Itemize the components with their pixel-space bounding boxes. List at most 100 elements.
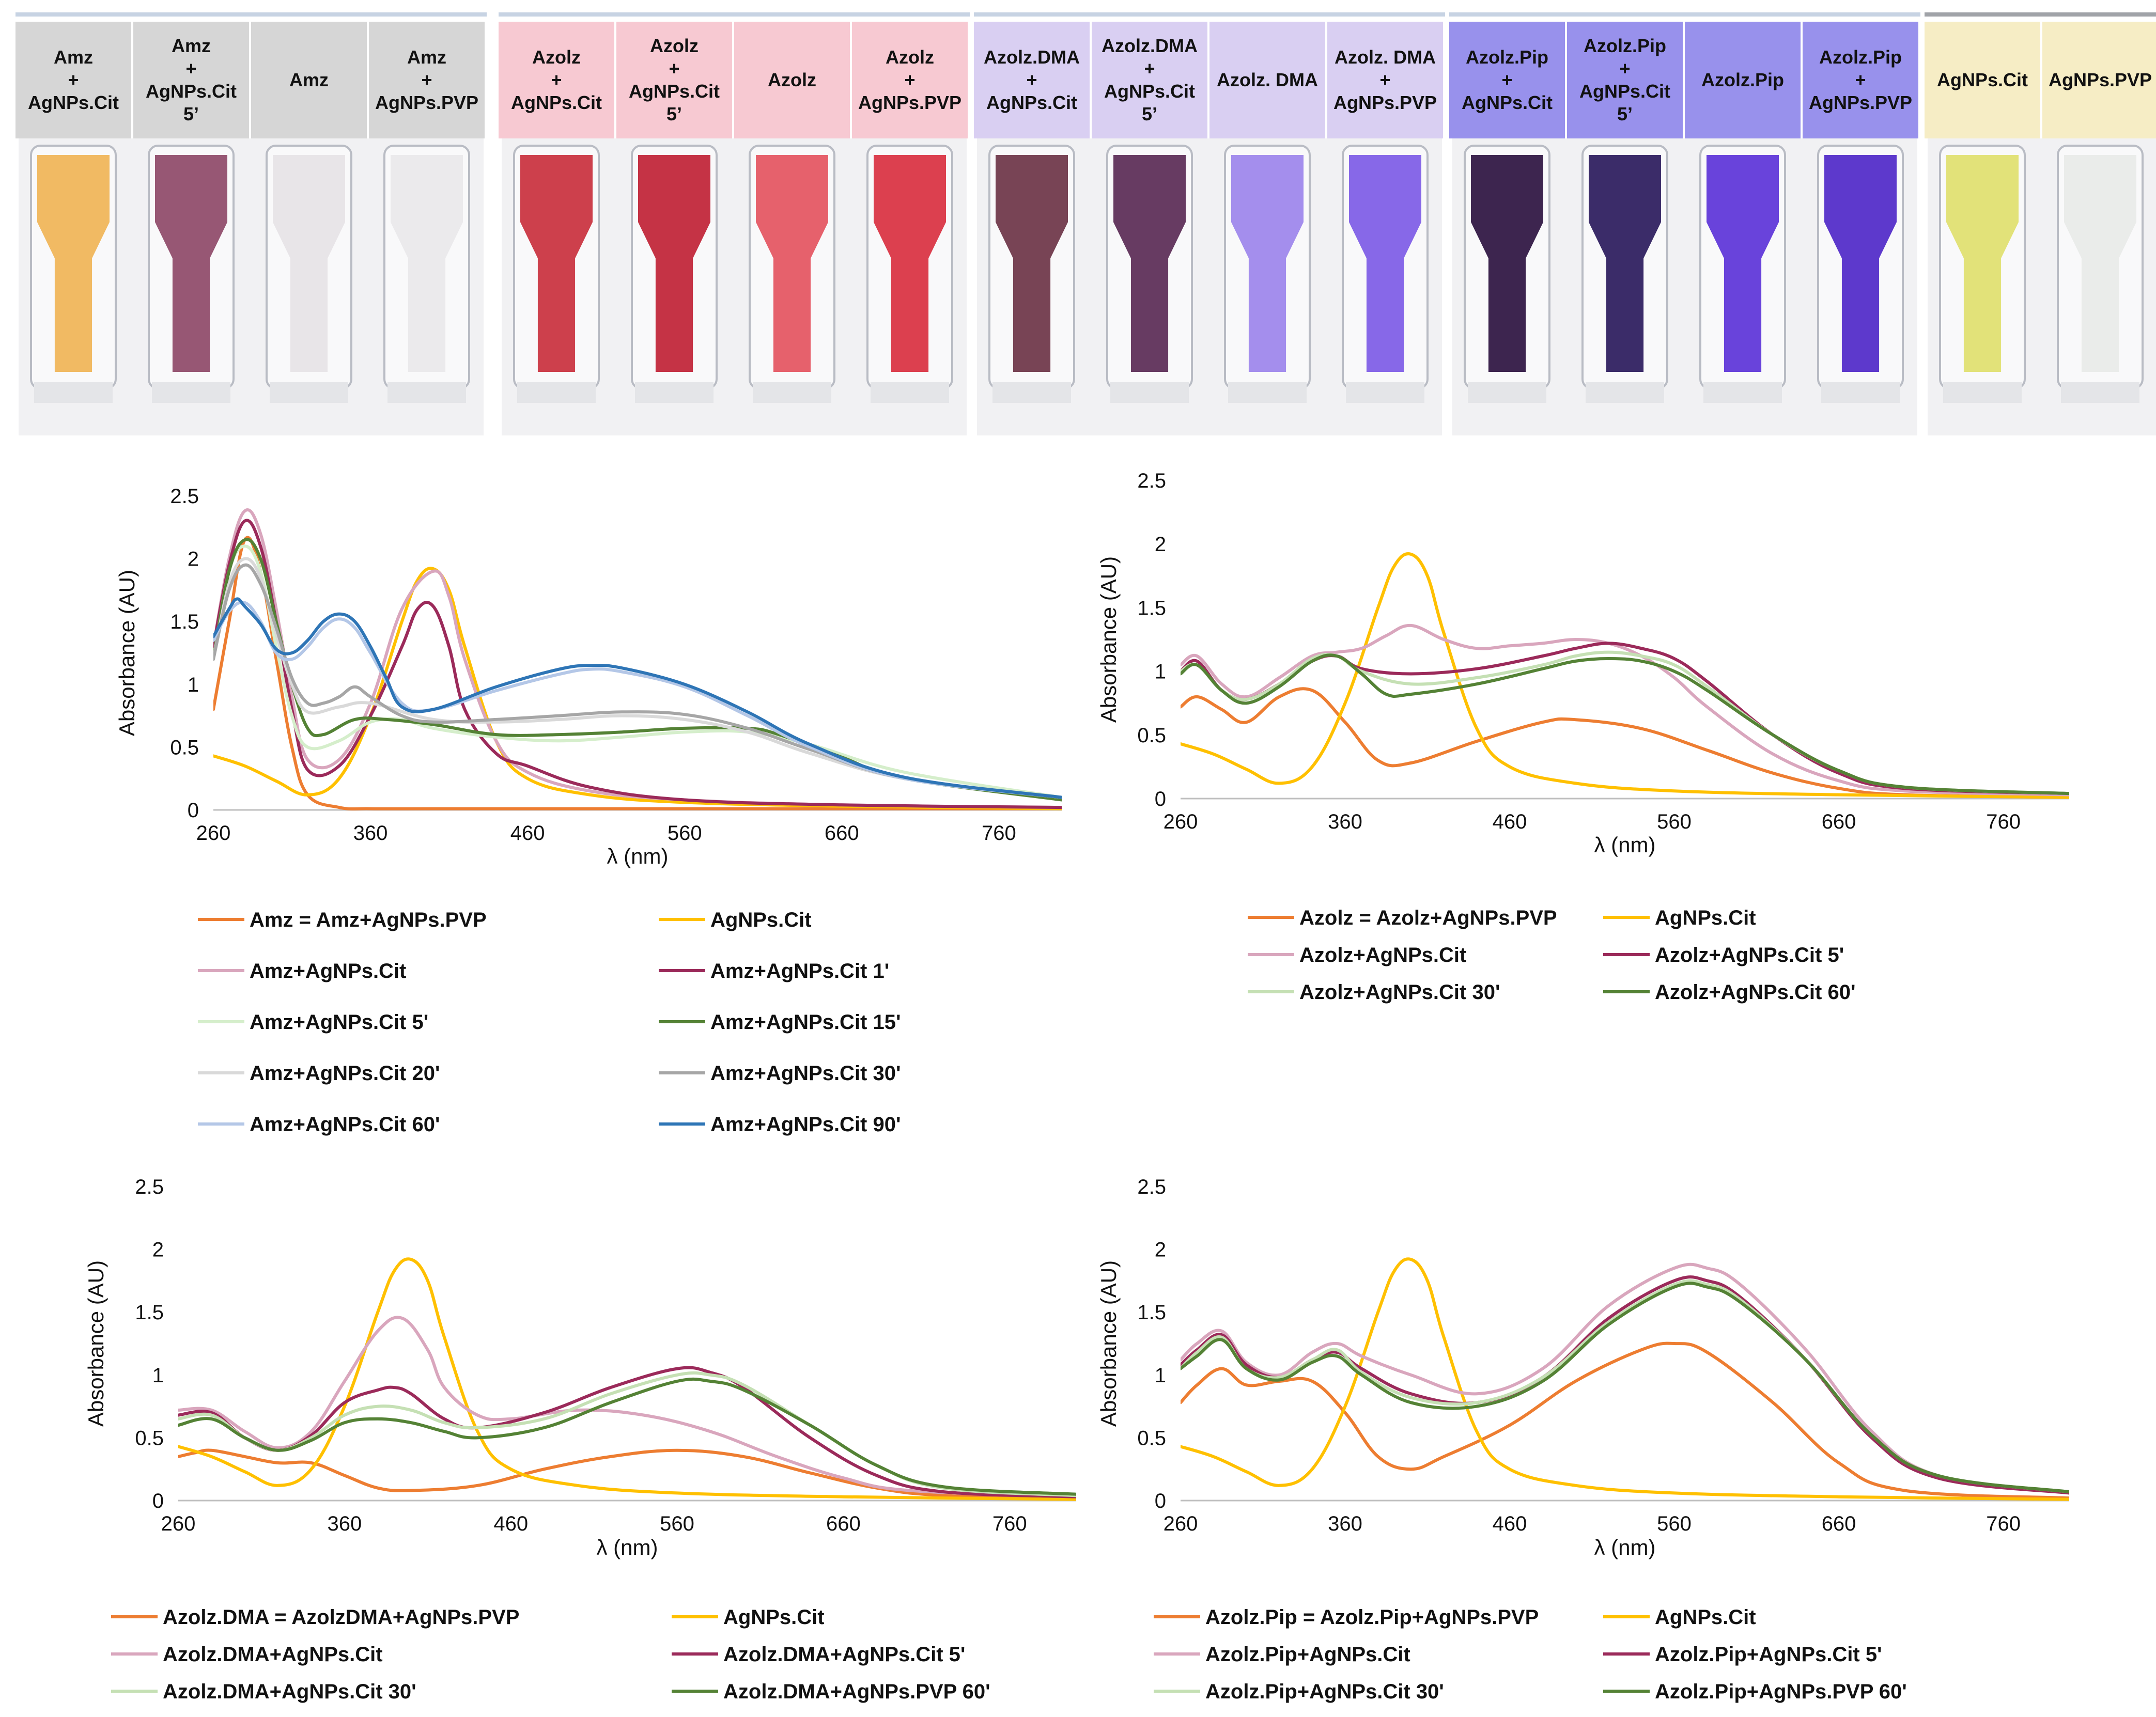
- cuvette-base: [1110, 382, 1189, 403]
- sample-label: Azolz + AgNPs.Cit: [511, 46, 602, 113]
- sample-label: AgNPs.PVP: [2049, 69, 2152, 90]
- series-line: [1181, 687, 2069, 799]
- x-tick-label: 360: [327, 1512, 362, 1535]
- label-cell: [616, 22, 732, 138]
- legend-label: Azolz+AgNPs.Cit 30': [1299, 981, 1500, 1004]
- x-tick-label: 460: [510, 822, 545, 845]
- sample-label: Azolz.Pip + AgNPs.Cit: [1462, 46, 1553, 113]
- y-tick-label: 1: [1155, 1364, 1166, 1387]
- plot-area: [213, 508, 1062, 810]
- group-top-bar: [1925, 12, 2156, 17]
- label-cell: [974, 22, 1090, 138]
- legend-label: Azolz+AgNPs.Cit 60': [1655, 981, 1855, 1004]
- cuvette-liquid: [1946, 155, 2019, 372]
- legend-label: Azolz.DMA = AzolzDMA+AgNPs.PVP: [163, 1606, 519, 1629]
- legend-label: Azolz.Pip+AgNPs.Cit 5': [1655, 1643, 1882, 1666]
- cuvette-liquid: [638, 155, 710, 372]
- plot-area: [1181, 1257, 2069, 1501]
- cuvette: [383, 145, 470, 403]
- x-tick-label: 560: [1657, 1512, 1692, 1535]
- label-cell: [1092, 22, 1207, 138]
- legend-label: Azolz.Pip+AgNPs.PVP 60': [1655, 1680, 1907, 1703]
- cuvette: [631, 145, 718, 403]
- x-tick-label: 460: [1493, 810, 1527, 833]
- legend-label: Amz+AgNPs.Cit 20': [250, 1062, 440, 1085]
- series-line: [1181, 650, 2069, 795]
- y-tick-label: 1.5: [135, 1301, 164, 1324]
- y-tick-label: 0.5: [135, 1427, 164, 1449]
- group-top-bar: [15, 12, 487, 17]
- series-line: [1181, 1282, 2069, 1493]
- cuvette-base: [34, 382, 113, 403]
- legend-label: Azolz.DMA+AgNPs.Cit 5': [723, 1643, 965, 1666]
- legend-label: Azolz.Pip = Azolz.Pip+AgNPs.PVP: [1205, 1606, 1539, 1629]
- group-top-bar: [1449, 12, 1920, 17]
- label-cell: [852, 22, 968, 138]
- sample-label: Azolz.DMA + AgNPs.Cit: [984, 46, 1080, 113]
- x-tick-label: 360: [353, 822, 388, 845]
- cuvette-base: [1468, 382, 1546, 403]
- legend-label: AgNPs.Cit: [723, 1606, 825, 1629]
- legend-label: AgNPs.Cit: [1655, 1606, 1756, 1629]
- cuvette-liquid: [1113, 155, 1186, 372]
- series-line: [178, 1377, 1076, 1496]
- legend: Azolz.Pip = Azolz.Pip+AgNPs.PVP AgNPs.Cit…: [1154, 1606, 1907, 1703]
- cuvette-base: [517, 382, 596, 403]
- x-axis-title: λ (nm): [597, 1535, 658, 1559]
- cuvette: [1224, 145, 1311, 403]
- chart-1: 0 0.5 1 1.5 2 2.5 260 360 460 560 660 760 λ (nm) Abso…: [115, 485, 1062, 1136]
- label-cell: [1685, 22, 1801, 138]
- series-line: [213, 519, 1062, 809]
- absorbance-charts: 0 0.5 1 1.5 2 2.5 260 360 460 560 660 760 λ (nm) Abso…: [84, 470, 2069, 1703]
- cuvette: [266, 145, 352, 403]
- cuvette: [1817, 145, 1904, 403]
- y-tick-label: 0: [152, 1490, 164, 1512]
- chart-2: 0 0.5 1 1.5 2 2.5 260 360 460 560 660 760 λ (nm) Abso…: [1096, 470, 2069, 1004]
- legend: Azolz = Azolz+AgNPs.PVP AgNPs.Cit Azolz+Ag…: [1248, 907, 1855, 1004]
- x-tick-label: 760: [1986, 810, 2021, 833]
- cuvette: [1581, 145, 1668, 403]
- cuvette-group-3: Azolz.DMA + AgNPs.Cit Azolz.DMA + AgNPs.Cit 5’…: [974, 12, 1445, 435]
- cuvette: [148, 145, 235, 403]
- label-cell: [251, 22, 367, 138]
- series-line: [178, 1448, 1076, 1501]
- chart-3: 0 0.5 1 1.5 2 2.5 260 360 460 560 660 760 λ (nm) Abso…: [84, 1176, 1076, 1703]
- cuvette-group-1: Amz + AgNPs.Cit Amz + AgNPs.Cit 5’ Amz Amz + AgNPs…: [15, 12, 487, 435]
- y-tick-label: 2.5: [170, 485, 199, 508]
- cuvette: [749, 145, 835, 403]
- cuvette-liquid: [273, 155, 345, 372]
- legend-label: Amz = Amz+AgNPs.PVP: [250, 909, 487, 931]
- x-tick-label: 760: [982, 822, 1016, 845]
- legend-label: Amz+AgNPs.Cit 1': [710, 960, 889, 982]
- y-tick-label: 2.5: [135, 1176, 164, 1198]
- x-tick-label: 760: [992, 1512, 1027, 1535]
- x-tick-label: 360: [1328, 1512, 1362, 1535]
- cuvette-photo-strip: Amz + AgNPs.Cit Amz + AgNPs.Cit 5’ Amz Amz + AgNPs…: [15, 12, 2156, 435]
- x-tick-label: 660: [825, 822, 859, 845]
- cuvette: [30, 145, 117, 403]
- y-tick-label: 0.5: [1137, 1427, 1166, 1449]
- x-tick-label: 560: [668, 822, 702, 845]
- cuvette: [2057, 145, 2144, 403]
- cuvette-base: [1586, 382, 1664, 403]
- y-axis-title: Absorbance (AU): [1096, 1260, 1121, 1427]
- y-tick-label: 2: [1155, 533, 1166, 556]
- sample-label: Amz: [289, 69, 329, 90]
- x-tick-label: 360: [1328, 810, 1362, 833]
- sample-label: Azolz + AgNPs.PVP: [858, 46, 961, 113]
- cuvette-base: [753, 382, 831, 403]
- sample-label: Azolz.Pip + AgNPs.PVP: [1809, 46, 1912, 113]
- label-cell: [2042, 22, 2156, 138]
- x-tick-label: 260: [1164, 810, 1198, 833]
- sample-label: Azolz.Pip + AgNPs.Cit 5’: [1579, 35, 1670, 124]
- sample-label: Azolz.Pip: [1701, 69, 1784, 90]
- label-cell: [133, 22, 249, 138]
- series-line: [1181, 642, 2069, 795]
- y-tick-label: 1.5: [1137, 1301, 1166, 1324]
- cuvette: [1464, 145, 1550, 403]
- y-tick-label: 1: [188, 674, 199, 696]
- cuvette-group-4: Azolz.Pip + AgNPs.Cit Azolz.Pip + AgNPs.Cit 5’…: [1449, 12, 1920, 435]
- series-line: [1181, 1341, 2069, 1500]
- group-top-bar: [974, 12, 1445, 17]
- label-cell: [369, 22, 485, 138]
